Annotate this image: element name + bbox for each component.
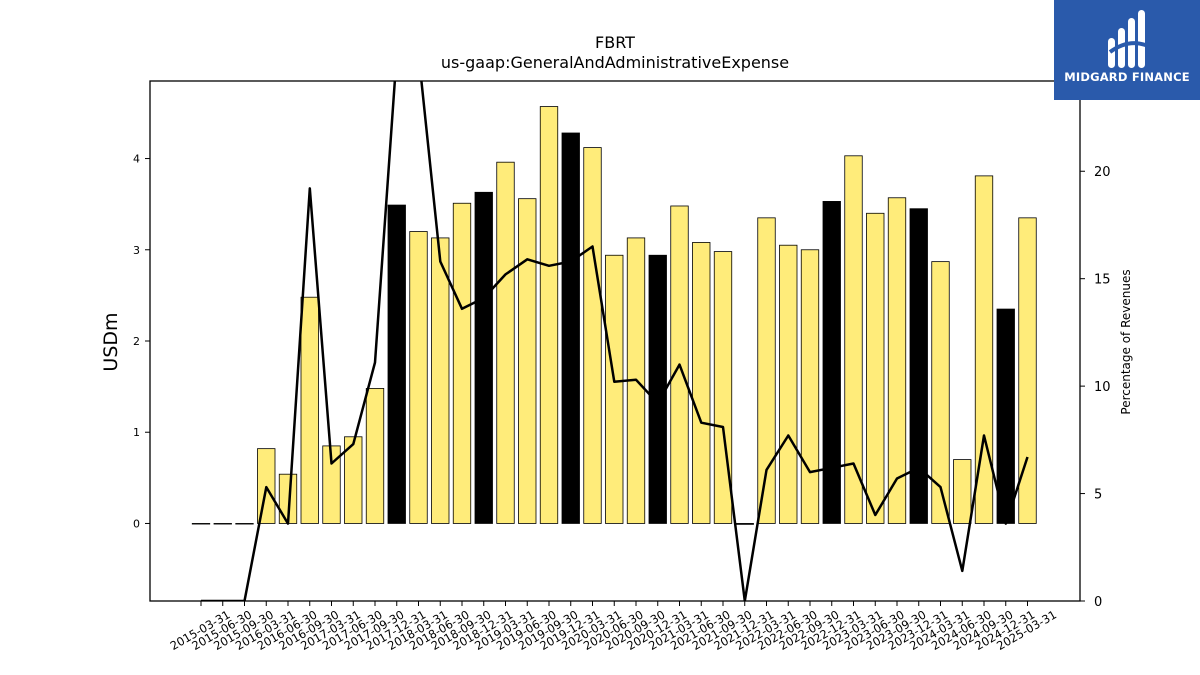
logo-mark-icon	[1108, 10, 1149, 68]
y-tick-label: 4	[133, 153, 140, 166]
bar	[539, 106, 559, 524]
bars-group	[191, 106, 1037, 525]
bar	[931, 261, 950, 524]
bar	[300, 296, 319, 524]
bar	[561, 132, 580, 524]
bar	[322, 445, 341, 524]
bar	[1018, 217, 1037, 524]
bar	[692, 242, 711, 524]
bar	[779, 244, 798, 524]
bar	[648, 254, 667, 524]
brand-logo: MIDGARD FINANCE	[1054, 0, 1200, 100]
bar	[996, 308, 1015, 524]
y2-tick-label: 15	[1094, 273, 1111, 288]
bar	[365, 388, 385, 524]
bar	[344, 436, 363, 524]
bar	[387, 204, 406, 524]
logo-text: MIDGARD FINANCE	[1064, 70, 1190, 84]
bar	[757, 217, 776, 524]
bar	[518, 198, 537, 524]
bar	[844, 155, 863, 524]
chart-subtitle: us-gaap:GeneralAndAdministrativeExpense	[441, 53, 789, 72]
y2-tick-label: 10	[1094, 380, 1111, 395]
bar	[583, 147, 602, 524]
bar	[605, 254, 624, 524]
y-tick-label: 1	[133, 426, 140, 439]
y2-tick-label: 0	[1094, 595, 1102, 610]
bar	[866, 212, 885, 524]
bar	[822, 201, 841, 524]
y2-tick-label: 20	[1094, 165, 1111, 180]
bar	[452, 202, 472, 524]
bar	[431, 237, 450, 524]
y-tick-label: 0	[133, 517, 140, 530]
y-tick-label: 2	[133, 335, 140, 348]
bar	[191, 523, 211, 525]
y2-axis-label: Percentage of Revenues	[1119, 269, 1133, 414]
bar	[887, 197, 907, 524]
bar	[474, 191, 493, 524]
y2-tick-label: 5	[1094, 488, 1102, 503]
bar	[909, 208, 928, 524]
bar	[213, 523, 232, 525]
bar	[496, 161, 515, 524]
chart-title: FBRT	[595, 33, 635, 52]
bar	[800, 249, 820, 524]
series-line	[201, 81, 1029, 601]
bar	[735, 523, 754, 525]
bar	[235, 523, 254, 525]
bar	[974, 175, 994, 524]
y-tick-label: 3	[133, 244, 140, 257]
y-axis-label: USDm	[100, 312, 122, 371]
bar	[409, 231, 428, 524]
bar	[953, 459, 972, 524]
